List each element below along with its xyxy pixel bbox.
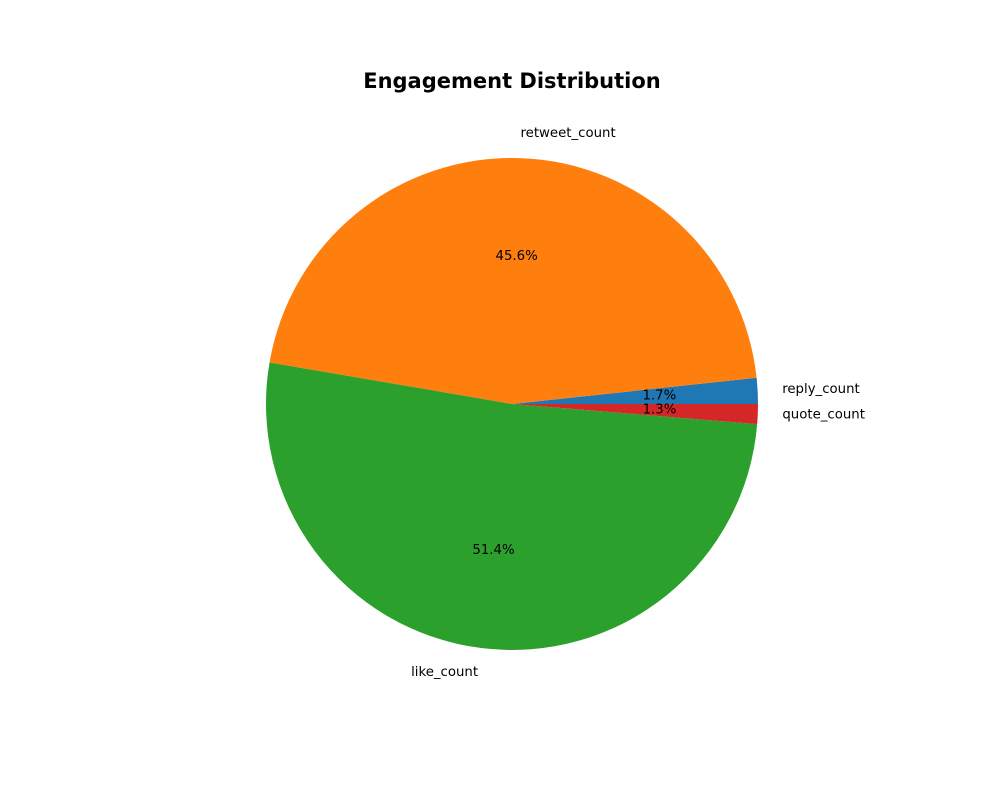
pie-slice-like-count bbox=[266, 362, 758, 650]
pct-label-quote-count: 1.3% bbox=[643, 403, 677, 418]
pie-slice-quote-count bbox=[512, 404, 758, 425]
slice-label-retweet-count: retweet_count bbox=[520, 126, 615, 141]
slice-label-reply-count: reply_count bbox=[782, 382, 860, 397]
pct-label-retweet-count: 45.6% bbox=[496, 249, 538, 264]
pct-label-reply-count: 1.7% bbox=[642, 389, 676, 404]
slice-label-quote-count: quote_count bbox=[782, 408, 865, 423]
chart-title: Engagement Distribution bbox=[363, 69, 661, 93]
slices-layer bbox=[266, 157, 758, 650]
pie-slice-retweet-count bbox=[269, 157, 757, 404]
labels-layer: 1.7% reply_count 45.6% retweet_count 51.4% li… bbox=[411, 126, 865, 680]
slice-label-like-count: like_count bbox=[411, 665, 478, 680]
pie-slice-reply-count bbox=[512, 377, 758, 404]
pct-label-like-count: 51.4% bbox=[472, 543, 514, 558]
